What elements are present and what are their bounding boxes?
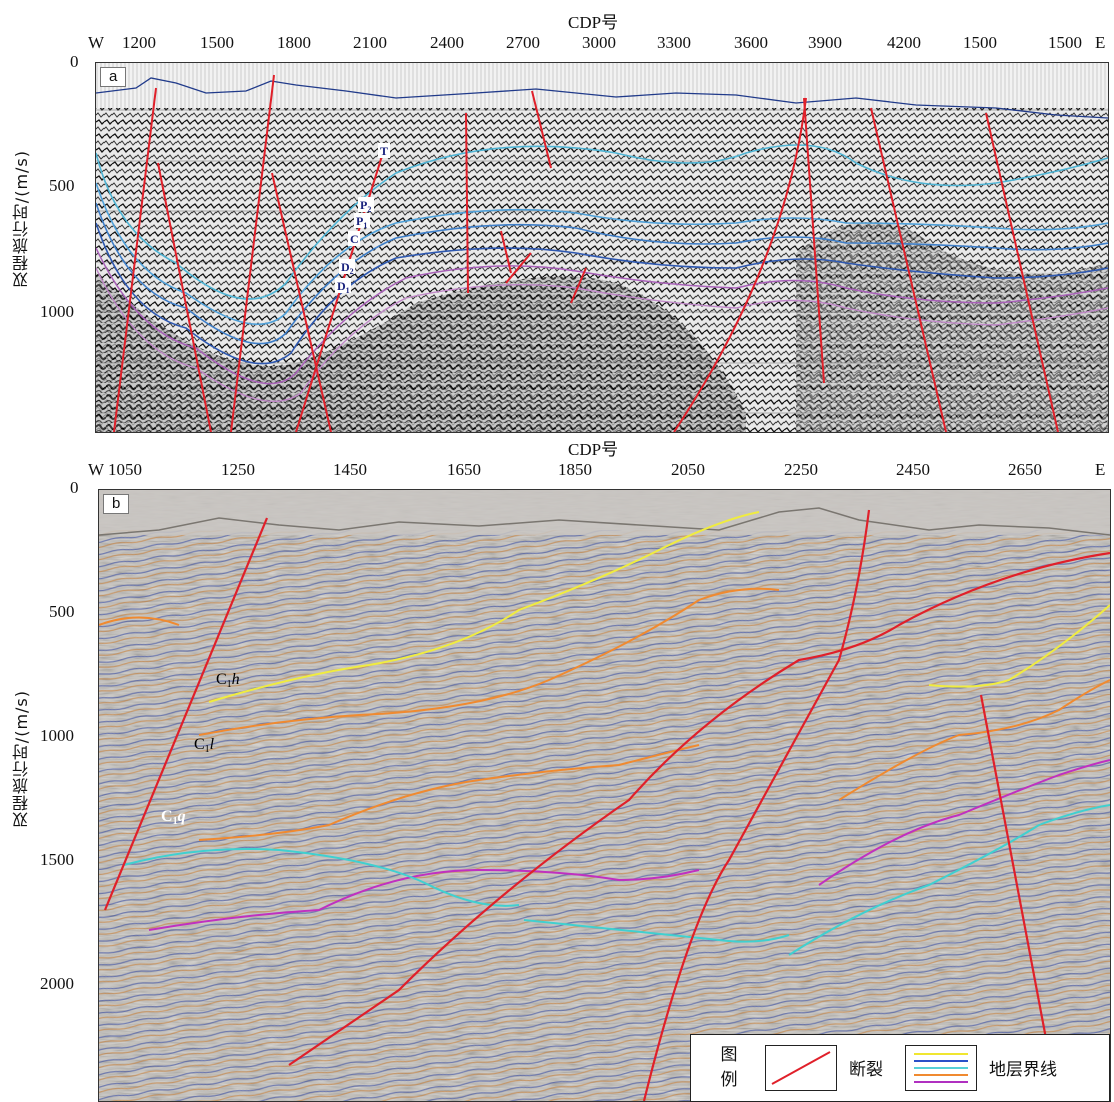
panel-a-east-label: E: [1095, 33, 1106, 52]
horizon-C-label: C: [350, 232, 359, 246]
panel-a-y-title: 双程旅行时/(m/s): [12, 150, 31, 289]
horizon-cyan-line-east: [788, 804, 1110, 956]
panel-a-faults: [113, 74, 1059, 432]
horizon-T-label: T: [380, 144, 388, 158]
panel-b-y-tick: 2000: [40, 974, 74, 993]
horizon-C1h-label: C1h: [216, 671, 240, 690]
panel-b-x-tick: 2050: [671, 460, 705, 479]
horizon-C-line: [96, 222, 1108, 365]
horizon-C1q-line: [148, 868, 700, 931]
panel-a-x-tick: 4200: [887, 33, 921, 52]
panel-b-y-tick: 500: [49, 602, 75, 621]
panel-b-x-tick: 1650: [447, 460, 481, 479]
strata-swatch-icon: [914, 1053, 968, 1083]
panel-b-faults: [103, 509, 1110, 1101]
horizon-C1q-label: C1q: [161, 808, 186, 827]
horizon-D1-line: [96, 267, 1108, 403]
panel-b-reflections: [99, 530, 1110, 1101]
horizon-C1h-line: [208, 511, 760, 703]
horizon-C1-orange-line: [198, 587, 780, 736]
panel-b-horizon-labels: C1h C1l C1q: [161, 671, 240, 827]
legend-fault-label: 断裂: [849, 1060, 883, 1080]
panel-b-east-label: E: [1095, 460, 1106, 479]
panel-a-x-title: CDP号: [568, 13, 619, 32]
legend-title: 图例: [720, 1045, 738, 1090]
horizon-P2-line: [96, 182, 1108, 326]
panel-b-x-tick: 2650: [1008, 460, 1042, 479]
panel-a-y-tick: 500: [49, 176, 75, 195]
panel-b-tag: b: [103, 494, 130, 514]
panel-a-x-tick: 1800: [277, 33, 311, 52]
horizon-D2-line: [96, 247, 1108, 385]
legend-strata-swatch: [905, 1045, 977, 1091]
panel-b-x-tick: 2450: [896, 460, 930, 479]
panel-b-x-tick: 1850: [558, 460, 592, 479]
panel-a-y-tick: 1000: [40, 302, 74, 321]
panel-b-y-tick: 0: [70, 478, 79, 497]
horizon-P1-line: [96, 202, 1108, 345]
panel-a-x-tick: 1500: [200, 33, 234, 52]
horizon-cyan-line: [123, 848, 520, 907]
horizon-D2-label: D2: [341, 260, 354, 276]
legend: 图例 断裂 地层界线: [690, 1034, 1110, 1102]
panel-a-y-tick: 0: [70, 52, 79, 71]
panel-a-x-tick: 3900: [808, 33, 842, 52]
panel-b-surface: [99, 507, 1110, 536]
horizon-orange-west: [99, 616, 180, 626]
panel-a-x-tick: 2700: [506, 33, 540, 52]
panel-b-x-tick: 1250: [221, 460, 255, 479]
panel-a-x-tick: 1200: [122, 33, 156, 52]
panel-a-x-tick: 3000: [582, 33, 616, 52]
horizon-T-line: [96, 144, 1108, 300]
panel-a-timing-lines: [96, 109, 1108, 414]
panel-a-x-tick: 2400: [430, 33, 464, 52]
panel-a-west-label: W: [88, 33, 105, 52]
horizon-C1l-line: [198, 744, 700, 841]
horizon-P1-label: P1: [356, 214, 367, 230]
panel-a-section: T P2 P1 C D2 D1: [96, 63, 1108, 432]
panel-a-x-tick: 2100: [353, 33, 387, 52]
panel-b-y-tick: 1000: [40, 726, 74, 745]
horizon-C1l-label: C1l: [194, 736, 215, 755]
panel-a-x-tick: 3300: [657, 33, 691, 52]
panel-b-x-tick: 1450: [333, 460, 367, 479]
fault-swatch-icon: [771, 1051, 831, 1085]
panel-a-horizon-labels: T P2 P1 C D2 D1: [335, 143, 390, 295]
panel-a-x-tick: 1500: [963, 33, 997, 52]
panel-a-dark-reflections: [96, 273, 746, 432]
panel-b-x-tick: 1050: [108, 460, 142, 479]
panel-a-surface-line: [96, 77, 1108, 119]
panel-b-section: C1h C1l C1q: [99, 490, 1110, 1101]
horizon-C1q-line-east: [818, 759, 1110, 886]
seismic-panel-a: T P2 P1 C D2 D1 a: [95, 62, 1109, 433]
panel-b-west-label: W: [88, 460, 105, 479]
panel-a-tag: a: [100, 67, 127, 87]
horizon-C1h-line-east: [928, 604, 1110, 688]
panel-a-x-tick: 3600: [734, 33, 768, 52]
horizon-D1-label: D1: [337, 279, 350, 295]
legend-fault-swatch: [765, 1045, 837, 1091]
panel-b-x-tick: 2250: [784, 460, 818, 479]
panel-b-x-title: CDP号: [568, 440, 619, 459]
horizon-C1l-line-east: [838, 679, 1110, 801]
legend-strata-label: 地层界线: [989, 1060, 1057, 1080]
panel-b-y-tick: 1500: [40, 850, 74, 869]
panel-b-y-title: 双程旅行时/(m/s): [12, 690, 31, 829]
horizon-P2-label: P2: [360, 198, 371, 214]
panel-a-dark-reflections-east: [796, 221, 1108, 432]
panel-a-x-tick: 1500: [1048, 33, 1082, 52]
seismic-panel-b: C1h C1l C1q b: [98, 489, 1111, 1102]
